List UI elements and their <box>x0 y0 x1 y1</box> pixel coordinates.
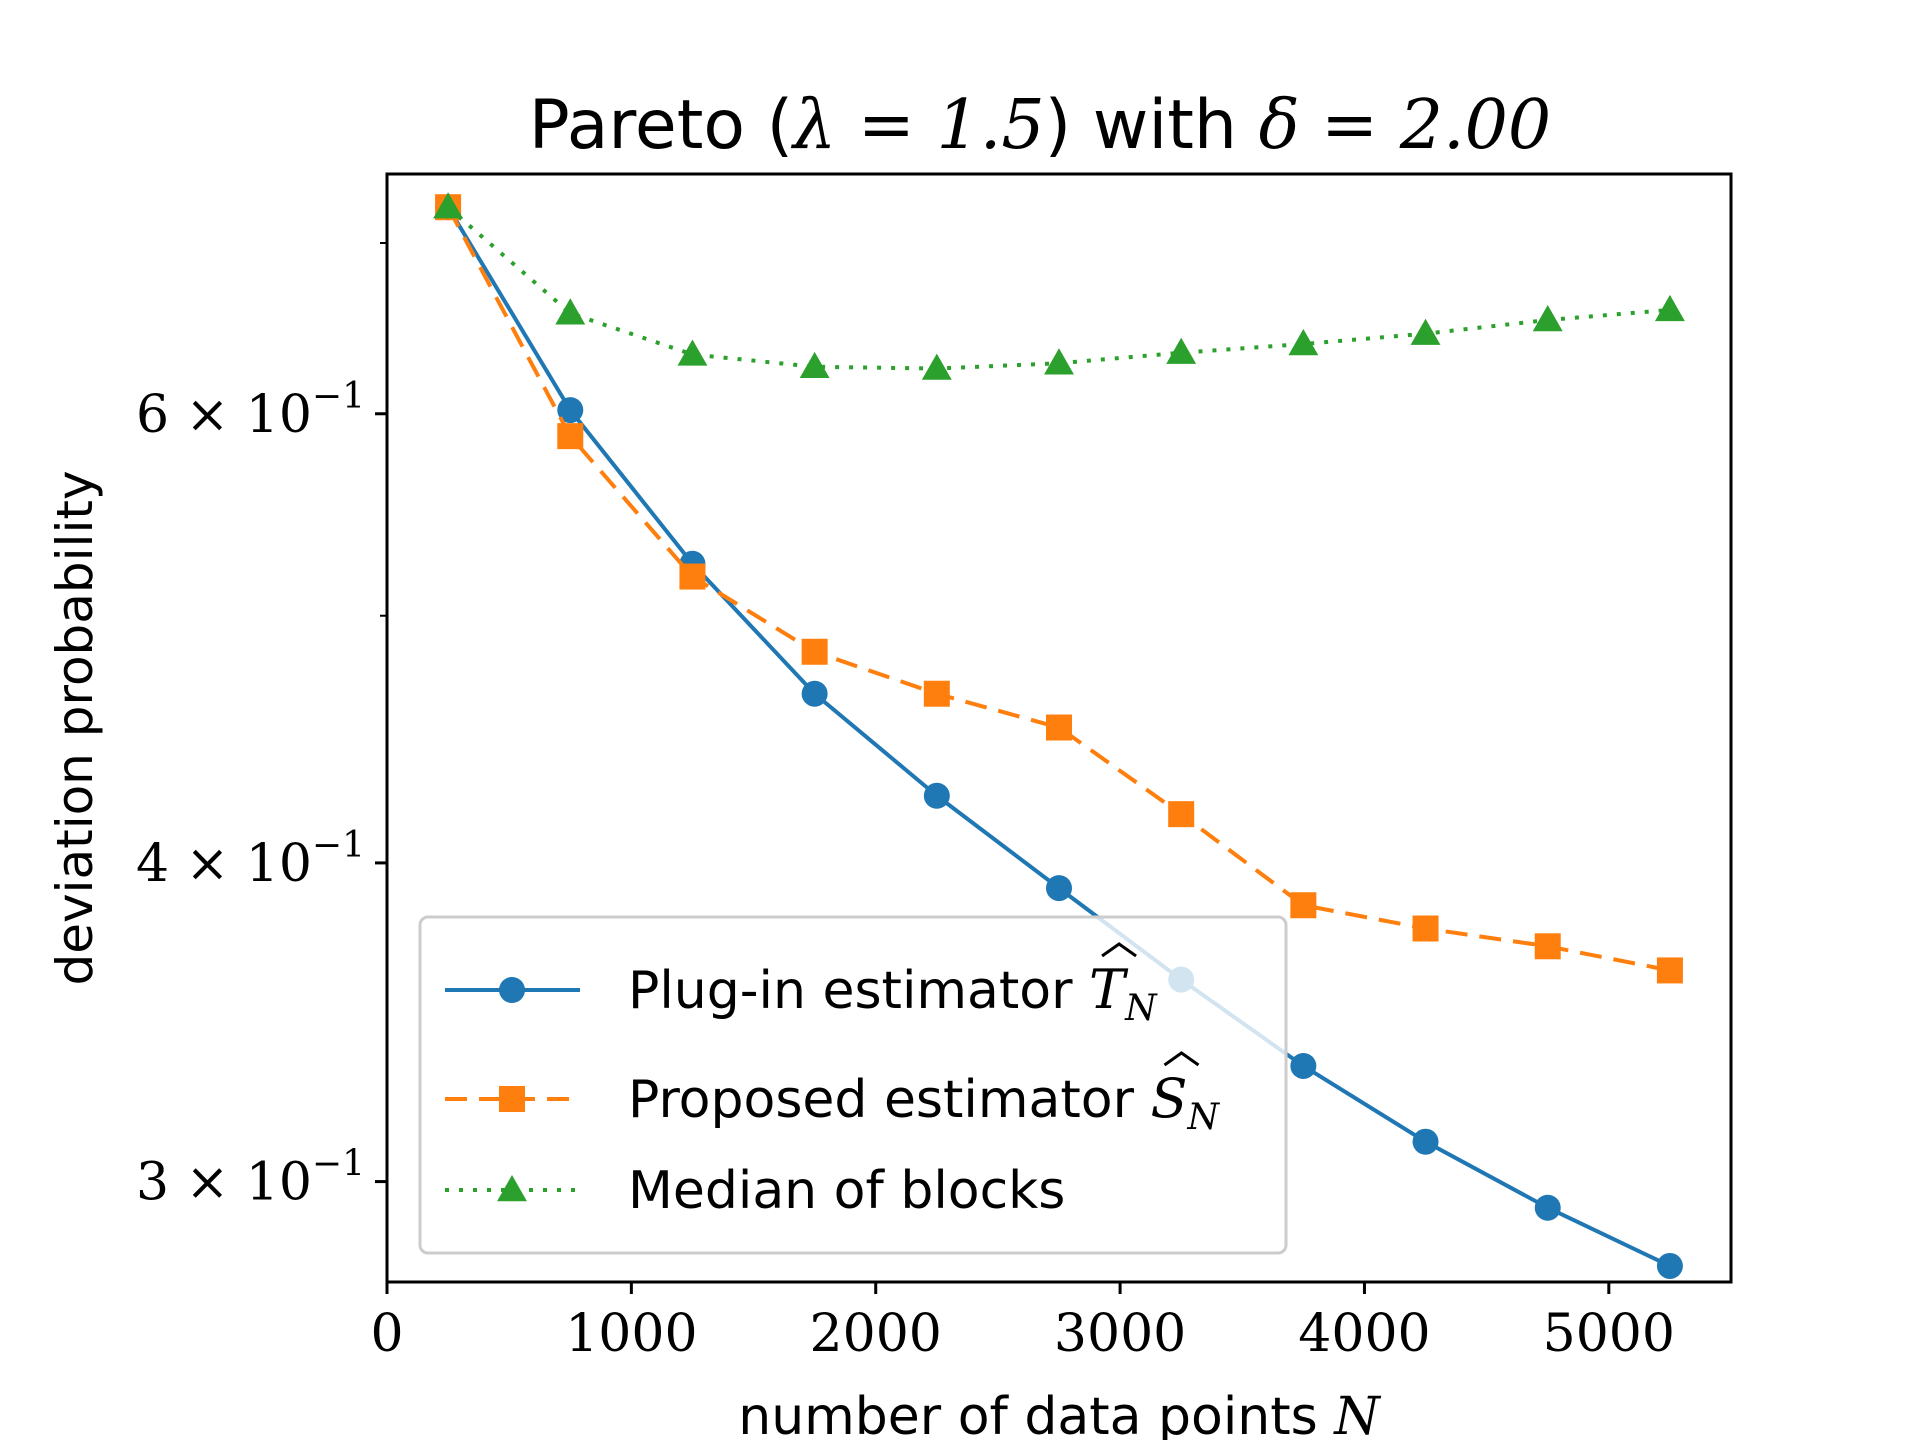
data-point <box>1654 294 1685 322</box>
legend-label: Plug-in estimator TN <box>628 958 1158 1029</box>
x-tick-label: 2000 <box>810 1304 942 1364</box>
legend-entry: Plug-in estimator TN <box>445 942 1158 1029</box>
legend-entry: Median of blocks <box>445 1161 1065 1221</box>
legend-subscript: N <box>1124 988 1158 1029</box>
data-point <box>1046 714 1072 741</box>
chart-title-middle: ) with <box>1045 86 1259 165</box>
data-point <box>555 298 586 325</box>
data-point <box>1168 801 1195 828</box>
chart-title-lambda: λ = 1.5 <box>790 86 1044 165</box>
x-axis-label-text: number of data points <box>738 1387 1334 1440</box>
data-point <box>1534 1194 1561 1221</box>
chart-title-delta: δ = 2.00 <box>1259 86 1552 165</box>
y-axis-label: deviation probability <box>46 470 104 985</box>
y-tick-mantissa: 4 <box>136 834 169 894</box>
data-point <box>921 353 952 380</box>
series-triangle <box>433 192 1685 380</box>
y-tick-label: 4 × 10−1 <box>136 825 365 894</box>
legend-marker <box>499 977 525 1003</box>
data-point <box>923 782 950 809</box>
data-point <box>799 351 830 378</box>
legend-label-text: Plug-in estimator <box>628 961 1089 1021</box>
x-tick-label: 3000 <box>1054 1304 1186 1364</box>
y-tick-exponent: −1 <box>312 376 365 417</box>
chart-title-prefix: Pareto ( <box>529 86 793 165</box>
legend-label-text: Median of blocks <box>628 1161 1065 1221</box>
plot-frame <box>385 172 1733 1284</box>
legend-hat-accent <box>1101 942 1137 958</box>
chart-title: Pareto (λ = 1.5) with δ = 2.00 <box>529 86 1551 165</box>
series-square <box>435 194 1683 984</box>
y-tick-exponent: −1 <box>312 825 365 866</box>
legend-subscript: N <box>1187 1097 1221 1138</box>
data-point <box>1166 337 1197 364</box>
legend-label: Proposed estimator SN <box>628 1067 1221 1138</box>
legend-symbol: S <box>1151 1067 1188 1130</box>
data-point <box>1412 1128 1439 1155</box>
y-tick-exponent: −1 <box>312 1144 365 1185</box>
data-point <box>1412 915 1439 942</box>
data-point <box>433 192 464 219</box>
series-layer <box>433 192 1685 1279</box>
x-tick-label: 4000 <box>1298 1304 1430 1364</box>
data-point <box>1290 1052 1317 1079</box>
legend-entry: Proposed estimator SN <box>445 1051 1221 1138</box>
data-point <box>1410 318 1441 345</box>
data-point <box>801 638 828 665</box>
legend-symbol: T <box>1089 958 1129 1021</box>
data-point <box>1656 1252 1683 1279</box>
legend-marker <box>497 1175 527 1202</box>
data-point <box>923 680 950 707</box>
x-tick-label: 5000 <box>1543 1304 1675 1364</box>
data-point <box>801 680 828 707</box>
data-point <box>1656 957 1683 984</box>
y-tick-mantissa: 6 <box>136 385 169 445</box>
data-point <box>1534 933 1561 960</box>
legend-label-text: Proposed estimator <box>628 1070 1151 1130</box>
x-axis-label: number of data points N <box>738 1387 1381 1440</box>
data-point <box>1044 348 1074 375</box>
data-point <box>677 339 708 366</box>
data-point <box>557 397 584 424</box>
legend-hat-accent <box>1163 1051 1200 1067</box>
x-tick-label: 0 <box>370 1304 403 1364</box>
data-point <box>1046 875 1072 902</box>
x-axis-label-var: N <box>1332 1387 1381 1440</box>
data-point <box>1288 329 1319 356</box>
legend-label: Median of blocks <box>628 1161 1065 1221</box>
series-line <box>446 206 1671 973</box>
y-tick-base: × 10 <box>169 834 312 894</box>
x-tick-label: 1000 <box>565 1304 697 1364</box>
data-point <box>1532 305 1563 332</box>
data-point <box>1290 892 1317 919</box>
y-tick-base: × 10 <box>169 1153 312 1213</box>
legend-marker <box>499 1086 525 1112</box>
data-point <box>557 423 584 450</box>
data-point <box>679 563 706 590</box>
y-tick-base: × 10 <box>169 385 312 445</box>
legend-box <box>418 915 1288 1255</box>
y-tick-label: 6 × 10−1 <box>136 376 365 445</box>
y-tick-mantissa: 3 <box>136 1153 169 1213</box>
y-tick-label: 3 × 10−1 <box>136 1144 365 1213</box>
